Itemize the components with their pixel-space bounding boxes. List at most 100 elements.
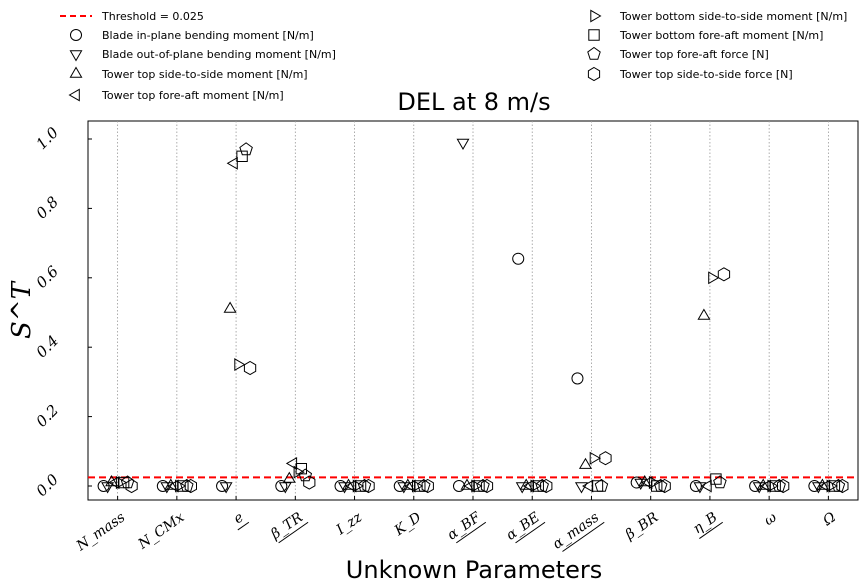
data-point [648, 476, 661, 490]
data-point [412, 479, 424, 493]
x-tick-underline [456, 521, 487, 544]
data-point [342, 478, 356, 490]
data-point [471, 479, 483, 493]
x-tick-label-group: β_BR [622, 509, 662, 544]
data-point [239, 142, 253, 156]
legend-label: Blade out-of-plane bending moment [N/m] [102, 48, 336, 61]
data-point [295, 462, 308, 475]
x-tick-label: α_BE [503, 509, 542, 543]
data-point [219, 482, 233, 494]
data-point [717, 267, 731, 282]
legend-label: Threshold = 0.025 [101, 10, 204, 23]
data-point [243, 360, 257, 376]
data-point [298, 468, 313, 482]
data-point [708, 271, 720, 285]
legend-entry: Tower bottom fore-aft moment [N/m] [588, 29, 823, 42]
data-point [160, 482, 174, 494]
x-tick-label-group: e [231, 509, 250, 531]
data-point [772, 478, 786, 492]
legend-marker [587, 66, 601, 82]
x-tick-label-group: α_BE [503, 509, 546, 544]
data-point [697, 308, 711, 320]
data-point [476, 478, 490, 492]
data-point [512, 252, 525, 265]
data-point [234, 358, 246, 372]
data-point [421, 478, 434, 494]
x-tick-label: η_B [690, 509, 720, 537]
legend-label: Tower bottom fore-aft moment [N/m] [619, 29, 823, 42]
data-point [710, 473, 722, 485]
data-point [634, 478, 648, 491]
data-point [693, 482, 707, 494]
y-tick-label: 0.0 [32, 470, 62, 500]
legend-label: Tower top side-to-side moment [N/m] [101, 68, 308, 81]
data-point [105, 474, 119, 487]
legend-marker [69, 28, 83, 42]
legend-label: Tower top fore-aft moment [N/m] [101, 89, 284, 102]
data-point [756, 478, 770, 490]
x-tick-label-group: β_TR [267, 509, 309, 544]
x-tick-label: K_D [391, 509, 424, 539]
data-point [417, 478, 431, 492]
x-tick-label-group: α_mass [550, 509, 605, 553]
data-point [530, 479, 542, 493]
legend-marker [590, 9, 602, 23]
x-tick-label-group: α_BF [445, 509, 487, 544]
legend-entry: Tower top fore-aft force [N] [587, 46, 769, 61]
data-point [519, 478, 533, 490]
data-point [811, 482, 825, 494]
data-point [223, 301, 237, 313]
data-point [164, 478, 178, 490]
x-tick-label: I_zz [333, 509, 366, 539]
y-axis-label: S^T [7, 280, 37, 339]
data-point [216, 479, 229, 493]
legend-entry: Tower top side-to-side force [N] [587, 66, 793, 82]
x-tick-label-group: K_D [391, 509, 424, 539]
x-tick-label-group: Ω [819, 509, 839, 530]
data-point [777, 478, 790, 494]
data-point [658, 478, 671, 494]
x-tick-underline [699, 521, 724, 539]
data-point [175, 479, 187, 493]
legend-marker [587, 46, 601, 60]
data-point [836, 478, 849, 494]
x-tick-label: β_BR [622, 509, 662, 544]
data-point [599, 451, 612, 466]
data-point [397, 482, 411, 494]
data-point [713, 475, 727, 489]
data-point [180, 478, 194, 492]
chart-title: DEL at 8 m/s [397, 88, 550, 116]
data-point [293, 465, 305, 479]
legend-label: Tower bottom side-to-side moment [N/m] [619, 10, 847, 23]
x-tick-underline [515, 521, 546, 544]
data-point [357, 478, 372, 492]
data-point [456, 138, 470, 151]
data-point [826, 479, 838, 493]
x-tick-label: β_TR [267, 509, 306, 543]
data-point [700, 479, 712, 493]
x-tick-label: ω [761, 509, 780, 529]
x-tick-underline [237, 521, 250, 531]
x-tick-label-group: ω [761, 509, 780, 529]
legend-marker [68, 88, 80, 102]
data-point [282, 471, 296, 483]
data-point [535, 478, 549, 492]
legend-entry: Blade in-plane bending moment [N/m] [69, 28, 314, 42]
data-point [752, 482, 766, 494]
data-point [460, 478, 474, 490]
x-tick-underline [562, 521, 605, 552]
data-point [574, 482, 588, 494]
x-tick-label: Ω [819, 509, 839, 530]
data-point [831, 478, 846, 492]
data-point [338, 482, 352, 494]
x-tick-label-group: N_CMx [135, 509, 188, 553]
data-point [401, 478, 415, 490]
x-tick-label-group: N_mass [73, 509, 128, 554]
legend-entry: Blade out-of-plane bending moment [N/m] [69, 48, 336, 62]
data-point [362, 478, 375, 494]
data-point [226, 156, 238, 170]
x-tick-label: e [231, 509, 247, 527]
x-axis-label: Unknown Parameters [346, 556, 602, 584]
y-tick-label: 0.8 [32, 193, 62, 223]
x-tick-label-group: η_B [690, 509, 724, 539]
